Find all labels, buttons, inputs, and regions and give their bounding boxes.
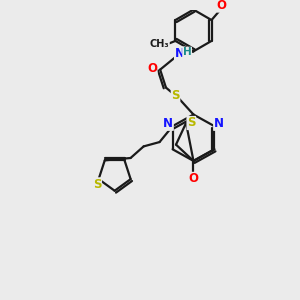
Text: O: O [217, 0, 227, 12]
Text: O: O [147, 62, 157, 75]
Text: S: S [93, 178, 101, 191]
Text: O: O [188, 172, 199, 185]
Text: N: N [214, 117, 224, 130]
Text: S: S [187, 116, 196, 130]
Text: N: N [175, 47, 184, 60]
Text: CH₃: CH₃ [150, 39, 169, 49]
Text: N: N [163, 117, 173, 130]
Text: H: H [183, 47, 191, 57]
Text: S: S [171, 88, 180, 102]
